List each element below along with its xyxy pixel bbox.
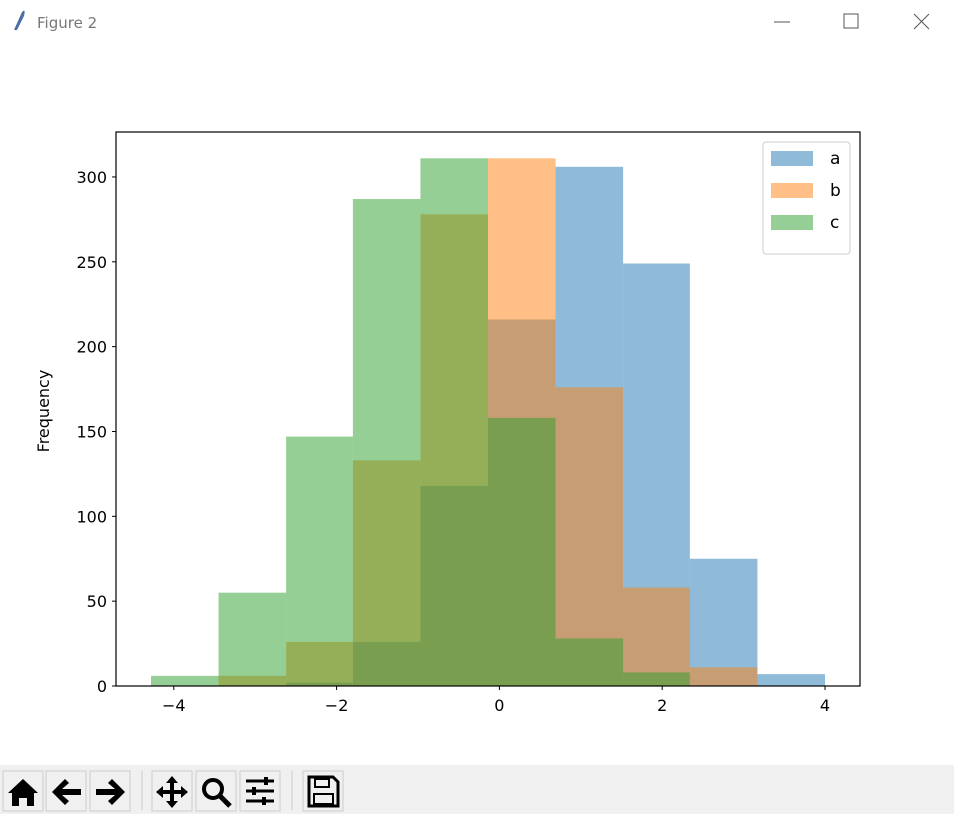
x-tick-label: 4 [820,696,830,715]
x-tick-label: 0 [494,696,504,715]
home-button[interactable] [2,770,44,812]
forward-button[interactable] [89,770,131,812]
legend-swatch [771,215,813,230]
histogram-bar [420,158,488,686]
pan-button[interactable] [151,770,193,812]
legend-swatch [771,183,813,198]
x-tick-label: 2 [657,696,667,715]
histogram-bar [757,674,825,686]
histogram-bar [151,675,219,686]
back-button[interactable] [45,770,87,812]
histogram-bar [623,672,690,686]
minimize-button[interactable] [758,4,804,40]
x-tick-label: −4 [162,696,186,715]
window-title: Figure 2 [37,14,97,32]
maximize-button[interactable] [828,4,874,40]
y-tick-label: 250 [76,253,107,272]
histogram-bar [689,667,758,686]
y-tick-label: 200 [76,338,107,357]
chart: 0 50 100 150 200 250 300 −4 −2 0 2 4 Frequency abc [34,131,861,715]
histogram-bar [555,638,624,686]
y-tick-label: 0 [97,677,107,696]
toolbar [0,765,954,814]
configure-button[interactable] [239,770,281,812]
legend-label: b [830,181,841,201]
histogram-bar [623,587,690,686]
zoom-button[interactable] [195,770,237,812]
legend-label: c [830,213,839,233]
legend-swatch [771,151,813,166]
histogram-bar [488,417,556,686]
save-button[interactable] [302,770,344,812]
y-axis-label: Frequency [34,370,53,453]
y-tick-label: 100 [76,507,107,526]
histogram-bar [555,387,624,686]
histogram-bar [689,558,758,686]
x-tick-label: −2 [325,696,349,715]
legend-label: a [830,149,840,169]
histogram-bar [352,199,421,687]
close-button[interactable] [898,4,944,40]
y-tick-label: 50 [87,592,107,611]
plot-frame [115,131,861,687]
histogram-bar [218,592,287,686]
y-tick-label: 150 [76,422,107,441]
app-icon [14,10,25,30]
histogram-bar [286,436,353,686]
y-tick-label: 300 [76,168,107,187]
